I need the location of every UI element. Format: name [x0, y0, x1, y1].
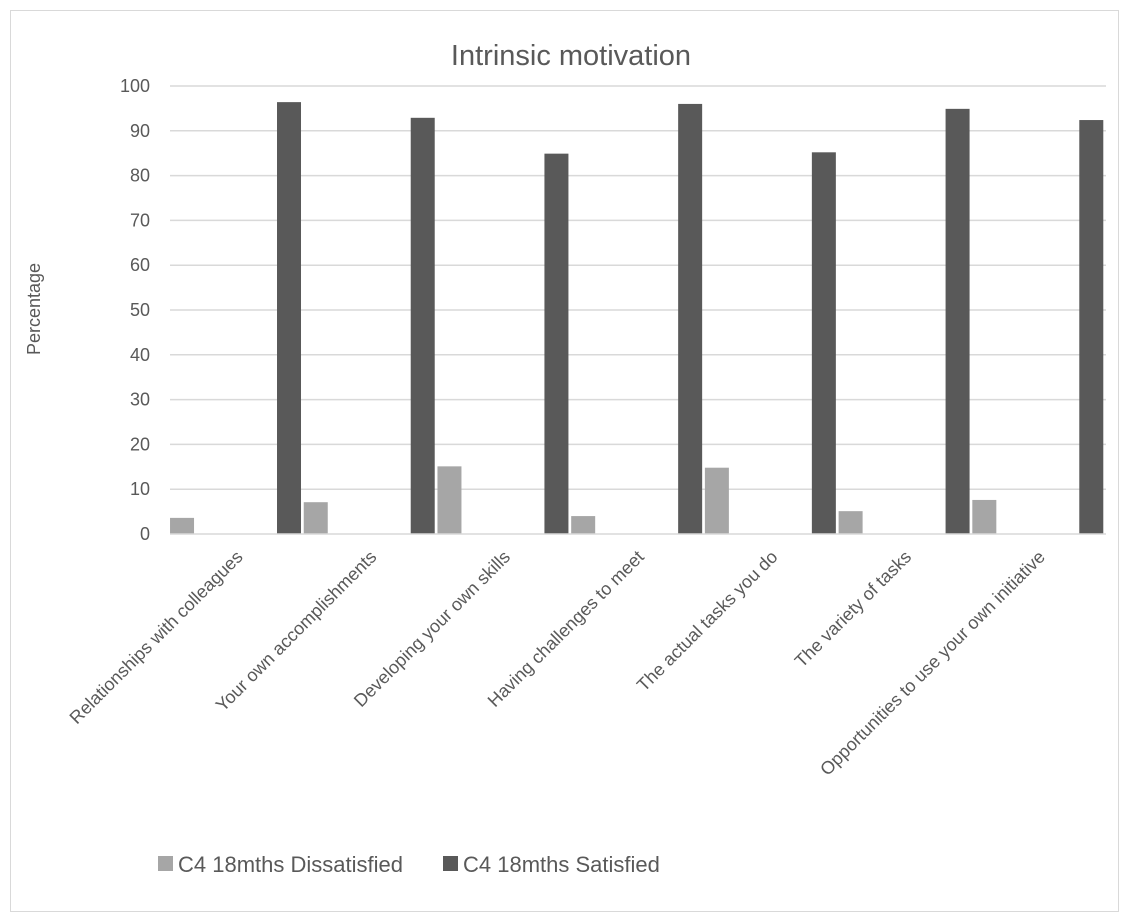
bar-dissatisfied	[303, 502, 328, 534]
y-tick-label: 100	[120, 76, 150, 96]
bar-dissatisfied	[170, 517, 195, 534]
y-tick-label: 20	[130, 434, 150, 454]
legend-item: C4 18mths Satisfied	[443, 852, 660, 877]
bar-dissatisfied	[571, 516, 596, 534]
bar-dissatisfied	[437, 466, 462, 534]
legend-label: C4 18mths Satisfied	[463, 852, 660, 877]
chart-title: Intrinsic motivation	[451, 40, 691, 72]
y-axis-tick-labels: 0 10 20 30 40 50 60 70 80 90 100	[120, 76, 150, 544]
x-tick-label: The actual tasks you do	[633, 547, 782, 696]
bar-satisfied	[945, 108, 970, 535]
x-tick-label: Your own accomplishments	[212, 547, 381, 716]
y-tick-label: 40	[130, 345, 150, 365]
y-tick-label: 60	[130, 255, 150, 275]
y-tick-label: 30	[130, 390, 150, 410]
legend-swatch	[443, 856, 458, 871]
y-tick-label: 70	[130, 210, 150, 230]
bar-dissatisfied	[704, 467, 729, 534]
legend-item: C4 18mths Dissatisfied	[158, 852, 403, 877]
y-tick-label: 90	[130, 121, 150, 141]
legend: C4 18mths Dissatisfied C4 18mths Satisfie…	[158, 852, 660, 877]
x-tick-label: The variety of tasks	[791, 547, 915, 671]
y-tick-label: 50	[130, 300, 150, 320]
bars	[170, 102, 1104, 535]
bar-dissatisfied	[972, 499, 997, 534]
y-tick-label: 10	[130, 479, 150, 499]
y-tick-label: 80	[130, 166, 150, 186]
legend-label: C4 18mths Dissatisfied	[178, 852, 403, 877]
x-tick-label: Opportunities to use your own initiative	[816, 547, 1049, 780]
x-tick-label: Having challenges to meet	[484, 547, 648, 711]
y-axis-label: Percentage	[24, 263, 44, 355]
x-tick-label: Developing your own skills	[350, 547, 514, 711]
bar-dissatisfied	[838, 511, 863, 534]
y-tick-label: 0	[140, 524, 150, 544]
bar-satisfied	[678, 103, 703, 535]
legend-swatch	[158, 856, 173, 871]
bar-satisfied	[811, 152, 836, 534]
bar-satisfied	[1079, 120, 1104, 534]
bar-satisfied	[544, 153, 569, 534]
bar-satisfied	[410, 117, 435, 535]
bar-satisfied	[277, 102, 302, 535]
